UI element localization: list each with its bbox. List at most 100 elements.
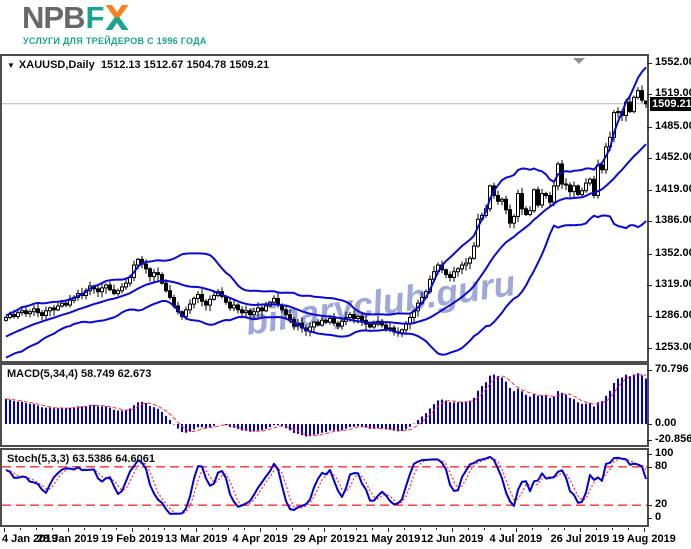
macd-axis-label: 0.00 <box>655 417 677 429</box>
date-tick <box>52 528 53 530</box>
current-price-tag: 1509.21 <box>650 96 691 111</box>
date-tick <box>564 528 565 530</box>
date-axis-label: 19 Aug 2019 <box>612 533 676 545</box>
date-tick <box>388 528 389 532</box>
symbol-label: XAUUSD,Daily <box>18 59 95 71</box>
date-axis-label: 29 Apr 2019 <box>293 533 355 545</box>
date-tick <box>500 528 501 530</box>
symbol-dropdown-icon[interactable]: ▼ <box>7 61 15 70</box>
axis-tick <box>647 189 652 191</box>
price-axis-label: 1452.00 <box>655 151 691 164</box>
price-axis-label: 1485.00 <box>655 119 691 132</box>
date-tick <box>628 528 629 530</box>
chart-shift-icon <box>573 58 585 64</box>
brand-header: NPBF УСЛУГИ ДЛЯ ТРЕЙДЕРОВ С 1996 ГОДА <box>0 0 691 54</box>
axis-tick <box>647 439 652 441</box>
npbfx-logo: NPBF <box>22 2 130 34</box>
date-tick <box>4 528 5 532</box>
macd-axis[interactable]: 70.796 0.00 -20.856 <box>647 363 691 447</box>
date-tick <box>420 528 421 530</box>
axis-tick <box>647 369 652 371</box>
chart-title: ▼ XAUUSD,Daily 1512.13 1512.67 1504.78 15… <box>7 59 269 71</box>
macd-panel[interactable]: MACD(5,34,4) 58.749 62.673 <box>0 363 649 447</box>
date-tick <box>308 528 309 530</box>
axis-tick <box>647 94 652 96</box>
date-axis-label: 4 Jan 2019 <box>2 533 58 545</box>
date-axis-label: 28 Jan 2019 <box>37 533 99 545</box>
date-tick <box>340 528 341 530</box>
axis-tick <box>647 424 652 425</box>
date-tick <box>484 528 485 530</box>
date-axis-label: 4 Apr 2019 <box>232 533 288 545</box>
axis-tick <box>647 253 652 255</box>
stoch-axis-label: 80 <box>655 459 668 472</box>
date-axis-label: 26 Jul 2019 <box>550 533 610 545</box>
stochastic-label: Stoch(5,3,3) 63.5386 64.6061 <box>7 453 155 465</box>
price-axis-label: 1352.00 <box>655 246 691 259</box>
axis-tick <box>647 63 652 64</box>
date-tick <box>468 528 469 530</box>
axis-tick <box>647 221 652 223</box>
date-tick <box>212 528 213 530</box>
date-tick <box>596 528 597 530</box>
date-tick <box>228 528 229 530</box>
date-tick <box>180 528 181 530</box>
price-axis-label: 1286.00 <box>655 309 691 322</box>
date-tick <box>452 528 453 532</box>
date-tick <box>244 528 245 530</box>
date-tick <box>196 528 197 532</box>
date-tick <box>260 528 261 532</box>
date-axis-label: 4 Jul 2019 <box>489 533 543 545</box>
price-axis-label: 1519.00 <box>655 87 691 100</box>
price-axis-label: 1319.00 <box>655 278 691 291</box>
axis-tick <box>647 505 652 507</box>
macd-axis-label: -20.856 <box>655 432 691 445</box>
stochastic-panel[interactable]: Stoch(5,3,3) 63.5386 64.6061 <box>0 448 649 527</box>
date-tick <box>372 528 373 530</box>
date-tick <box>276 528 277 530</box>
candlestick-chart[interactable] <box>2 56 647 361</box>
logo-npb: NPB <box>22 0 85 35</box>
axis-tick <box>647 347 652 349</box>
macd-chart[interactable] <box>2 365 647 445</box>
price-axis[interactable]: 1552.00 1519.00 1485.00 1452.00 1419.00 1386.… <box>647 54 691 363</box>
axis-tick <box>647 126 652 128</box>
stoch-axis-label: 20 <box>655 498 668 511</box>
price-axis-label: 1253.00 <box>655 340 691 353</box>
price-axis-label: 1419.00 <box>655 182 691 195</box>
stochastic-axis[interactable]: 100 80 20 0 <box>647 447 691 527</box>
date-tick <box>644 528 645 532</box>
logo-tagline: УСЛУГИ ДЛЯ ТРЕЙДЕРОВ С 1996 ГОДА <box>23 36 207 46</box>
date-tick <box>148 528 149 530</box>
date-tick <box>20 528 21 530</box>
macd-label: MACD(5,34,4) 58.749 62.673 <box>7 368 152 380</box>
stochastic-chart[interactable] <box>2 450 647 525</box>
date-axis-label: 12 Jun 2019 <box>421 533 484 545</box>
date-axis[interactable]: 4 Jan 2019 28 Jan 2019 19 Feb 2019 13 Mar 2… <box>0 528 691 549</box>
main-chart-panel[interactable]: binaryclub.guru ▼ XAUUSD,Daily 1512.13 15… <box>0 54 649 363</box>
date-axis-label: 21 May 2019 <box>356 533 421 545</box>
date-tick <box>516 528 517 532</box>
date-tick <box>532 528 533 530</box>
axis-tick <box>647 518 652 519</box>
axis-tick <box>647 158 652 160</box>
date-tick <box>164 528 165 530</box>
date-tick <box>580 528 581 532</box>
axis-tick <box>647 316 652 318</box>
stoch-axis-label: 0 <box>655 511 662 523</box>
date-tick <box>436 528 437 530</box>
stoch-axis-label: 100 <box>655 447 674 459</box>
axis-tick <box>647 466 652 468</box>
price-axis-label: 1386.00 <box>655 214 691 227</box>
ohlc-values: 1512.13 1512.67 1504.78 1509.21 <box>100 59 270 71</box>
date-tick <box>100 528 101 530</box>
date-tick <box>404 528 405 530</box>
price-axis-label: 1552.00 <box>655 56 691 68</box>
date-axis-label: 19 Feb 2019 <box>101 533 164 545</box>
date-tick <box>36 528 37 530</box>
logo-f: F <box>85 0 104 35</box>
date-axis-label: 13 Mar 2019 <box>165 533 228 545</box>
date-tick <box>132 528 133 532</box>
date-tick <box>324 528 325 532</box>
